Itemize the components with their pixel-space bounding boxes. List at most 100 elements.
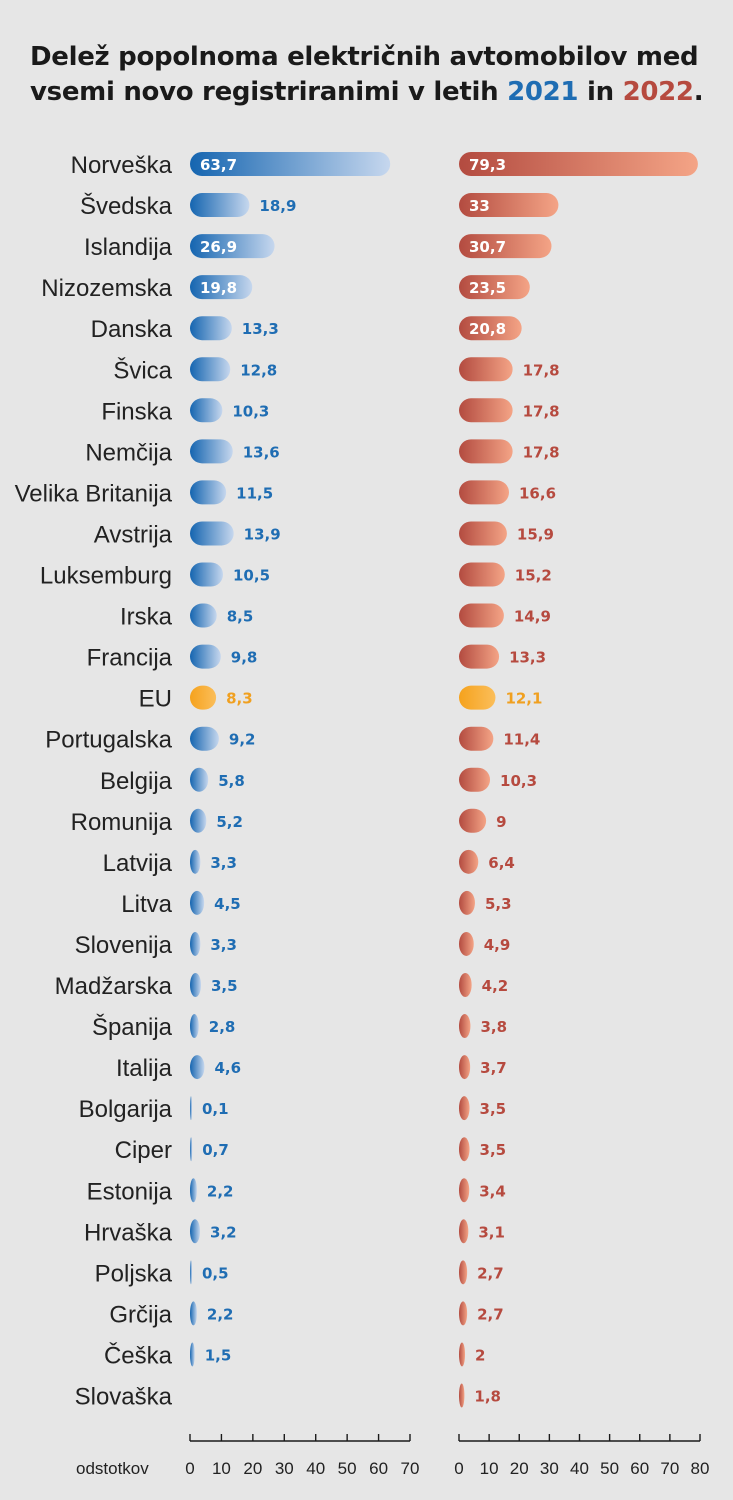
- data-label-2022: 4,2: [482, 977, 509, 995]
- data-label-2021: 5,8: [218, 772, 245, 790]
- x-tick-label: 10: [212, 1459, 231, 1478]
- data-label-2021: 2,2: [207, 1305, 234, 1323]
- bar-2022: [459, 398, 513, 423]
- category-label: Islandija: [84, 234, 173, 261]
- data-label-2021: 12,8: [240, 361, 277, 379]
- bar-2022: [459, 767, 491, 792]
- data-label-2022: 17,8: [523, 361, 560, 379]
- data-label-2021: 19,8: [200, 279, 237, 297]
- x-tick-label: 30: [275, 1459, 294, 1478]
- bar-2021: [190, 439, 233, 464]
- bar-2021: [190, 603, 217, 628]
- x-tick-label: 70: [401, 1459, 420, 1478]
- data-label-2021: 4,5: [214, 895, 241, 913]
- bar-2021: [190, 193, 250, 218]
- category-label: Finska: [101, 398, 172, 425]
- bar-2021: [190, 1137, 193, 1162]
- category-label: Švedska: [80, 192, 173, 220]
- data-label-2021: 3,5: [211, 977, 238, 995]
- category-label: Hrvaška: [84, 1219, 173, 1246]
- bar-2021: [190, 890, 205, 915]
- category-label: Luksemburg: [40, 563, 172, 590]
- data-label-2021: 3,2: [210, 1223, 237, 1241]
- data-label-2021: 10,3: [232, 402, 269, 420]
- bar-2022: [459, 1014, 471, 1039]
- category-label: Švica: [113, 356, 172, 384]
- x-tick-label: 60: [630, 1459, 649, 1478]
- data-label-2022: 16,6: [519, 484, 556, 502]
- title-conjunction: in: [578, 77, 623, 107]
- bar-2022: [459, 439, 513, 464]
- title-year-2022: 2022: [622, 77, 694, 107]
- data-label-2022: 3,5: [480, 1141, 507, 1159]
- data-label-2022: 33: [469, 197, 490, 215]
- bar-2021: [190, 316, 232, 341]
- data-label-2022: 3,8: [480, 1018, 507, 1036]
- bar-2021: [190, 1301, 197, 1326]
- bar-2022: [459, 234, 552, 259]
- category-label: Avstrija: [94, 521, 173, 548]
- category-label: Irska: [120, 604, 173, 631]
- bar-2022: [459, 808, 487, 833]
- bar-2021: [190, 521, 234, 546]
- bar-2021: [190, 808, 207, 833]
- category-label: Portugalska: [45, 727, 172, 754]
- data-label-2021: 2,8: [209, 1018, 236, 1036]
- category-label: Belgija: [100, 768, 173, 795]
- data-label-2022: 5,3: [485, 895, 512, 913]
- bar-2022: [459, 603, 504, 628]
- bar-2022: [459, 1383, 465, 1408]
- bar-2021: [190, 1014, 199, 1039]
- data-label-2022: 2,7: [477, 1264, 504, 1282]
- bar-2022: [459, 1096, 470, 1121]
- data-label-2021: 9,8: [231, 649, 258, 667]
- data-label-2022: 23,5: [469, 279, 506, 297]
- bar-2022: [459, 480, 510, 505]
- bar-2022: [459, 849, 479, 874]
- data-label-2021: 9,2: [229, 731, 256, 749]
- category-label: Romunija: [71, 809, 173, 836]
- x-tick-label: 40: [306, 1459, 325, 1478]
- bar-2021: [190, 152, 391, 176]
- category-label: Norveška: [71, 152, 173, 179]
- data-label-2022: 17,8: [523, 402, 560, 420]
- data-label-2021: 5,2: [216, 813, 243, 831]
- x-tick-label: 0: [185, 1459, 194, 1478]
- title-line-1: Delež popolnoma električnih avtomobilov …: [30, 42, 699, 72]
- x-tick-label: 50: [338, 1459, 357, 1478]
- bar-2021: [190, 1342, 195, 1367]
- bar-2021: [190, 234, 275, 259]
- data-label-2022: 3,7: [480, 1059, 507, 1077]
- bar-2022: [459, 931, 474, 956]
- category-label: Italija: [116, 1055, 173, 1082]
- data-label-2022: 15,2: [515, 567, 552, 585]
- bar-2021: [190, 767, 209, 792]
- title-period: .: [693, 77, 704, 107]
- bar-2022: [459, 685, 496, 710]
- bar-2021: [190, 973, 201, 997]
- data-label-2021: 26,9: [200, 238, 237, 256]
- data-label-2021: 3,3: [210, 854, 237, 872]
- unit-label: odstotkov: [76, 1459, 149, 1478]
- bar-2021: [190, 357, 231, 382]
- x-tick-label: 0: [454, 1459, 463, 1478]
- x-tick-label: 80: [691, 1459, 710, 1478]
- category-label: Ciper: [115, 1137, 172, 1164]
- title-year-2021: 2021: [507, 77, 579, 107]
- bar-2022: [459, 1260, 468, 1285]
- bar-2021: [190, 1096, 192, 1121]
- bar-2021: [190, 931, 201, 956]
- data-label-2022: 1,8: [474, 1388, 501, 1406]
- chart-title: Delež popolnoma električnih avtomobilov …: [30, 40, 720, 110]
- bar-2022: [459, 1342, 466, 1367]
- category-label: Slovenija: [75, 932, 173, 959]
- category-label: Nemčija: [85, 439, 172, 466]
- bar-2022: [459, 1137, 470, 1162]
- category-label: Grčija: [109, 1301, 172, 1328]
- data-label-2021: 8,5: [227, 608, 254, 626]
- data-label-2021: 63,7: [200, 156, 237, 174]
- data-label-2021: 13,9: [244, 525, 281, 543]
- bar-2022: [459, 1178, 470, 1203]
- data-label-2022: 3,5: [480, 1100, 507, 1118]
- bar-2021: [190, 275, 253, 300]
